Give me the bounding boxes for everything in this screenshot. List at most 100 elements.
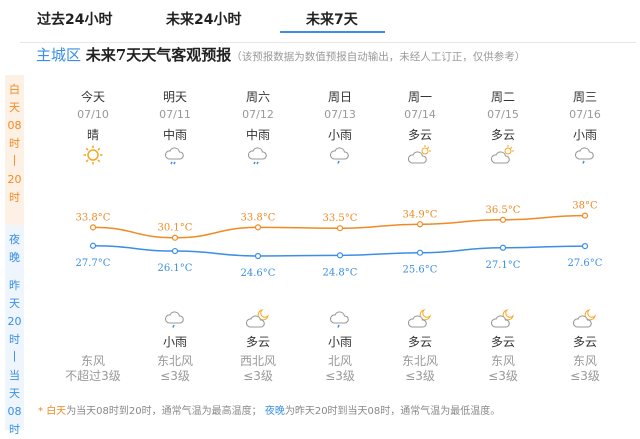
- wind-lvl: ≤3级: [488, 369, 518, 383]
- high-temp-point: [171, 234, 179, 241]
- side-char: 08: [7, 119, 22, 132]
- wind-dir: 东北风: [156, 354, 193, 368]
- side-char: |: [12, 349, 17, 362]
- high-temp-label: 33.5°C: [323, 213, 358, 224]
- side-char: 时: [9, 137, 20, 150]
- tab-past-24h[interactable]: 过去24小时: [37, 12, 113, 28]
- side-char: 当: [9, 369, 20, 382]
- night-weather: 小雨: [162, 335, 187, 349]
- tab-next-24h[interactable]: 未来24小时: [166, 12, 242, 28]
- title-note: （该预报数据为数值预报自动输出，未经人工订正，仅供参考）: [231, 51, 526, 63]
- day-weather: 晴: [86, 128, 99, 142]
- day-date: 07/15: [487, 108, 519, 121]
- footnote-night-desc: 为昨天20时到当天08时，通常气温为最低温度。: [284, 406, 501, 417]
- side-char: 夜: [9, 233, 20, 246]
- divider: [20, 42, 636, 43]
- side-char: 时: [9, 191, 20, 204]
- high-temp-point: [499, 216, 507, 223]
- active-tab-underline: [280, 31, 385, 33]
- side-char: |: [12, 153, 17, 166]
- day-label: 白天 08 时 | 20 时: [5, 75, 24, 225]
- wind-lvl: ≤3级: [570, 369, 600, 383]
- cloudy-night-icon: [246, 309, 269, 328]
- light-rain-icon: [329, 147, 349, 164]
- night-weather: 多云: [490, 335, 515, 349]
- night-weather: 多云: [407, 335, 432, 349]
- high-temp-point: [336, 225, 344, 232]
- high-temp-label: 33.8°C: [76, 212, 111, 223]
- high-temp-label: 36.5°C: [486, 205, 521, 216]
- day-name: 周一: [407, 90, 432, 104]
- low-temp-label: 26.1°C: [158, 263, 193, 274]
- wind: 东风 不超过3级: [53, 354, 133, 384]
- night-weather: 小雨: [327, 335, 352, 349]
- day-date: 07/11: [159, 108, 191, 121]
- high-temp-label: 33.8°C: [241, 212, 276, 223]
- high-temp-label: 34.9°C: [403, 209, 438, 220]
- low-temp-label: 27.7°C: [76, 258, 111, 269]
- high-temp-point: [89, 224, 97, 231]
- side-char: 20: [7, 315, 22, 328]
- low-temp-label: 24.8°C: [323, 267, 358, 278]
- footnote-day-desc: 为当天08时到20时，通常气温为最高温度；: [66, 406, 262, 417]
- low-temp-label: 27.1°C: [486, 260, 521, 271]
- day-weather: 多云: [407, 128, 432, 142]
- side-char: 时: [9, 423, 20, 436]
- low-temp-point: [581, 242, 589, 250]
- footnote-day: 白天: [46, 406, 67, 417]
- day-weather: 多云: [490, 128, 515, 142]
- day-date: 07/14: [404, 108, 436, 121]
- side-char: 晚: [9, 251, 20, 264]
- day-weather: 小雨: [572, 128, 597, 142]
- day-weather: 中雨: [162, 128, 187, 142]
- wind-lvl: ≤3级: [405, 369, 435, 383]
- side-char: 20: [7, 173, 22, 186]
- partly-cloudy-icon: [408, 145, 431, 164]
- wind-dir: 东风: [572, 354, 597, 368]
- cloudy-night-icon: [573, 309, 596, 328]
- footnote-star: *: [38, 406, 47, 417]
- low-temp-label: 27.6°C: [568, 258, 603, 269]
- day-weather: 小雨: [327, 128, 352, 142]
- wind-lvl: 不超过3级: [65, 369, 121, 383]
- low-temp-point: [336, 252, 344, 259]
- wind-dir: 东风: [490, 354, 515, 368]
- day-name: 周三: [572, 90, 597, 104]
- high-temp-point: [581, 212, 589, 219]
- low-temp-point: [416, 249, 424, 256]
- day-date: 07/12: [242, 108, 274, 121]
- high-temp-point: [416, 221, 424, 228]
- high-temp-point: [254, 224, 262, 231]
- low-temp-point: [254, 252, 262, 260]
- high-temp-label: 30.1°C: [158, 223, 193, 234]
- low-temp-point: [89, 242, 97, 249]
- wind-dir: 东风: [80, 354, 105, 368]
- moderate-rain-icon: [164, 147, 184, 165]
- partly-cloudy-icon: [491, 145, 514, 164]
- day-weather: 中雨: [245, 128, 270, 142]
- wind: 西北风 ≤3级: [218, 354, 298, 384]
- side-char: 白: [9, 83, 20, 96]
- night-label: 夜晚昨天 20 时 | 当天 08 时: [5, 225, 24, 436]
- low-temp-label: 24.6°C: [241, 268, 276, 279]
- low-temp-point: [171, 247, 179, 255]
- side-char: 天: [9, 387, 20, 400]
- wind-dir: 西北风: [239, 354, 276, 368]
- day-name: 周日: [327, 90, 352, 104]
- day-name: 今天: [80, 90, 105, 104]
- temperature-chart: 33.8°C 30.1°C 33.8°C 33.5°C 34.9°C 36.5°C 38°C…: [76, 201, 603, 279]
- cloudy-night-icon: [408, 309, 431, 328]
- moderate-rain-icon: [247, 147, 267, 165]
- wind: 东风 ≤3级: [545, 354, 625, 384]
- city-name: 主城区: [36, 46, 82, 64]
- day-name: 明天: [162, 90, 187, 104]
- day-date: 07/16: [569, 108, 601, 121]
- light-rain-icon: [574, 147, 594, 164]
- day-date: 07/10: [77, 108, 109, 121]
- title-main: 未来7天天气客观预报: [85, 46, 232, 64]
- side-char: 时: [9, 333, 20, 346]
- tab-next-7d[interactable]: 未来7天: [306, 12, 358, 28]
- side-char: 昨: [9, 279, 20, 292]
- side-char: 08: [7, 405, 22, 418]
- high-temp-label: 38°C: [572, 201, 598, 212]
